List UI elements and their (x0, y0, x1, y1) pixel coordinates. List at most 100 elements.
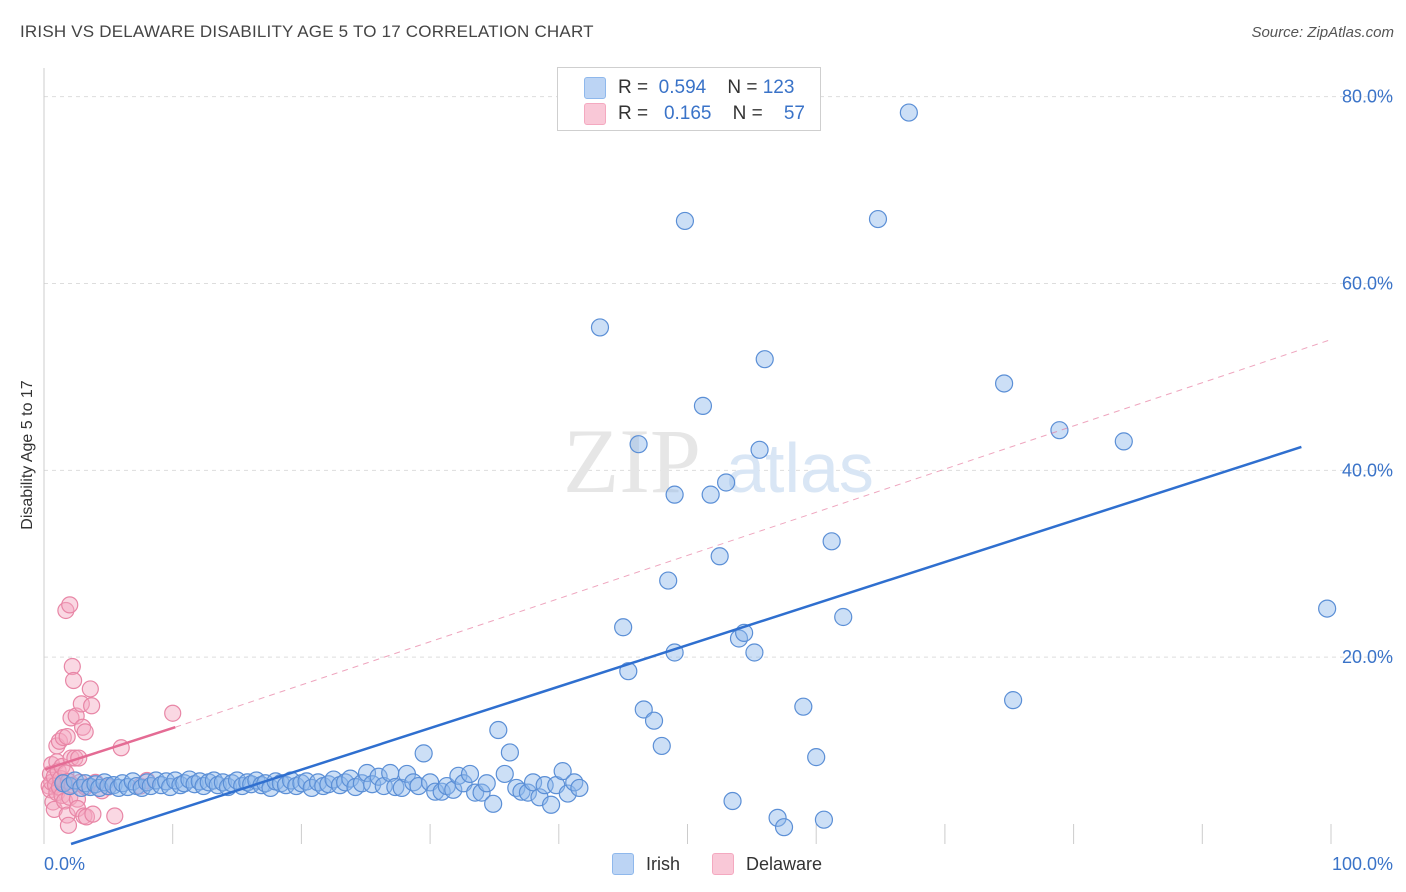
delaware-swatch (584, 103, 606, 125)
delaware-legend-swatch (712, 853, 734, 875)
irish-point (899, 103, 918, 122)
irish-point (489, 720, 508, 740)
irish-point (995, 374, 1014, 393)
irish-point (1004, 691, 1023, 710)
delaware-point (84, 805, 102, 823)
legend-item-delaware: Delaware (712, 853, 822, 875)
irish-point (60, 776, 79, 796)
legend-r-label: R = (618, 103, 649, 124)
y-tick-label: 20.0% (1342, 647, 1393, 667)
delaware-point (61, 596, 79, 614)
irish-point (729, 629, 749, 648)
legend-r-value: 0.594 (658, 77, 707, 98)
irish-point (386, 777, 405, 797)
y-tick-labels: 20.0% 40.0% 60.0% 80.0% (1342, 87, 1393, 667)
delaware-point (83, 697, 101, 715)
irish-point (363, 775, 382, 794)
irish-point (634, 700, 653, 719)
delaware-point (72, 695, 90, 713)
irish-point (523, 773, 543, 792)
irish-point (717, 473, 736, 492)
irish-point (868, 209, 888, 229)
irish-point (444, 780, 463, 799)
irish-point (553, 762, 572, 781)
gridlines (44, 96, 1394, 658)
irish-swatch (584, 77, 606, 99)
irish-point (807, 748, 826, 767)
irish-point (1114, 432, 1133, 451)
irish-point (750, 440, 769, 459)
irish-point (287, 776, 306, 796)
legend-label-delaware: Delaware (746, 853, 823, 874)
irish-point (432, 782, 451, 801)
irish-point (644, 711, 664, 730)
irish-point (426, 782, 445, 801)
x-axis (43, 68, 1332, 844)
irish-point (460, 764, 480, 784)
irish-point (369, 767, 388, 786)
irish-point (745, 643, 764, 662)
irish-point (768, 808, 787, 827)
irish-point (357, 763, 377, 783)
irish-point (330, 776, 350, 795)
delaware-point (74, 718, 92, 736)
y-tick-label: 60.0% (1342, 274, 1393, 294)
delaware-point (106, 807, 124, 825)
irish-trend-line (70, 445, 1302, 846)
y-tick-label: 40.0% (1342, 460, 1393, 480)
irish-point (629, 435, 648, 454)
irish-point (822, 532, 841, 551)
irish-point (614, 618, 633, 637)
delaware-point (68, 790, 87, 808)
irish-point (104, 776, 123, 795)
irish-point (834, 607, 853, 627)
delaware-point (59, 816, 78, 834)
irish-point (619, 662, 638, 681)
irish-point (472, 783, 491, 802)
correlation-legend: R = 0.594 N = 123 R = 0.165 N = 57 (557, 67, 821, 131)
irish-point (659, 571, 678, 590)
irish-point (774, 818, 794, 837)
delaware-point (164, 704, 182, 722)
irish-point (755, 350, 774, 369)
irish-point (518, 783, 538, 802)
irish-point (652, 736, 671, 756)
irish-point (90, 778, 109, 798)
x-tick-labels: 0.0% 100.0% (44, 854, 1393, 874)
watermark-zip: ZIP (563, 410, 701, 512)
legend-item-irish: Irish (612, 853, 680, 875)
irish-point (1050, 421, 1069, 440)
irish-point (495, 764, 514, 784)
irish-point (570, 778, 589, 798)
legend-label-irish: Irish (646, 853, 681, 874)
irish-point (484, 794, 503, 813)
x-tick-label-min: 0.0% (44, 854, 85, 874)
source-label: Source: ZipAtlas.com (1251, 24, 1394, 41)
y-tick-label: 80.0% (1342, 87, 1393, 107)
irish-point (65, 771, 84, 790)
legend-row-delaware: R = 0.165 N = 57 (584, 102, 805, 126)
delaware-point (58, 727, 76, 746)
irish-points (54, 103, 1337, 837)
delaware-point (81, 680, 99, 698)
irish-point (1318, 599, 1337, 618)
irish-point (565, 773, 584, 792)
delaware-point (65, 671, 83, 690)
series-legend: Irish Delaware (0, 853, 1406, 877)
irish-point (414, 744, 433, 763)
irish-point (701, 485, 720, 504)
irish-point (723, 791, 742, 811)
irish-point (558, 784, 577, 803)
delaware-point (63, 657, 81, 676)
legend-n-label: N = (727, 77, 758, 98)
delaware-trend-extension (175, 339, 1332, 728)
irish-point (477, 774, 496, 793)
irish-point (500, 743, 519, 762)
irish-point (675, 211, 695, 231)
legend-n-value: 123 (762, 77, 795, 98)
delaware-trend-line (44, 726, 176, 771)
legend-row-irish: R = 0.594 N = 123 (584, 76, 794, 100)
trend-lines (44, 339, 1332, 846)
irish-point (794, 697, 813, 716)
